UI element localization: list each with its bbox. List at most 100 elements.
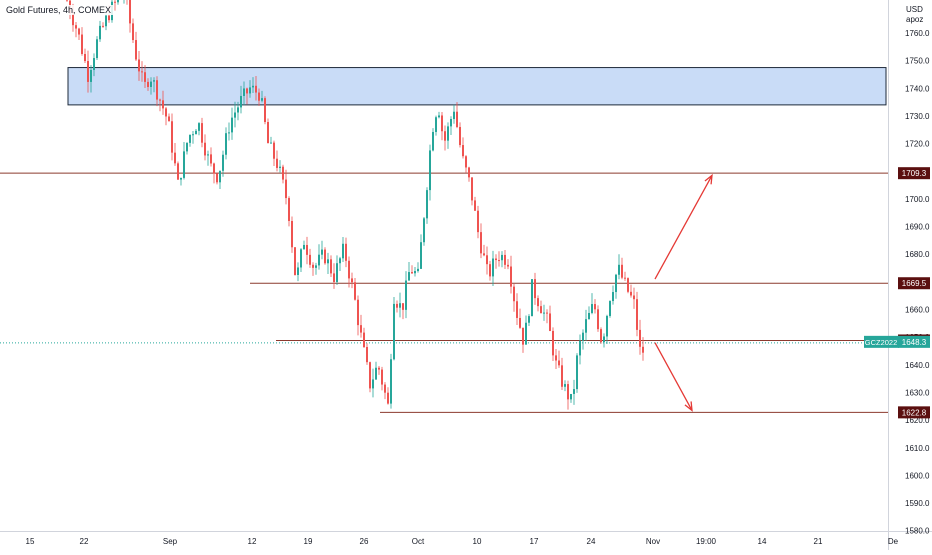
candle-body — [345, 243, 347, 261]
candle-body — [540, 306, 542, 314]
candle-down — [159, 98, 161, 112]
candle-body — [231, 117, 233, 133]
candle-up — [222, 150, 224, 177]
candle-body — [456, 111, 458, 127]
candle-body — [75, 25, 77, 29]
candle-up — [270, 136, 272, 144]
candle-down — [477, 205, 479, 239]
candle-up — [225, 127, 227, 160]
candle-body — [189, 134, 191, 143]
time-tick-label: 17 — [530, 537, 539, 546]
projection-arrow[interactable] — [654, 342, 693, 412]
candle-body — [363, 332, 365, 348]
candle-down — [285, 169, 287, 205]
candle-body — [165, 108, 167, 117]
candle-down — [132, 18, 134, 43]
candle-body — [204, 142, 206, 156]
candle-body — [174, 152, 176, 164]
candle-up — [618, 254, 620, 280]
candle-down — [75, 22, 77, 38]
candle-down — [483, 244, 485, 257]
candle-up — [150, 77, 152, 95]
candle-body — [351, 278, 353, 283]
candle-down — [516, 293, 518, 325]
candle-up — [219, 170, 221, 189]
candle-up — [564, 380, 566, 392]
candle-down — [504, 249, 506, 270]
candle-up — [405, 271, 407, 319]
projection-arrow[interactable] — [654, 173, 713, 280]
candle-body — [399, 303, 401, 308]
candle-up — [408, 261, 410, 281]
candle-body — [516, 301, 518, 318]
candle-up — [543, 304, 545, 321]
candle-down — [135, 31, 137, 61]
candle-body — [510, 266, 512, 287]
arrow-shaft — [654, 342, 693, 411]
candle-down — [546, 309, 548, 324]
candle-body — [408, 272, 410, 281]
candle-up — [603, 333, 605, 348]
candle-down — [177, 161, 179, 181]
candle-down — [66, 0, 68, 2]
candle-body — [507, 264, 509, 267]
candle-body — [375, 367, 377, 380]
candle-body — [411, 272, 413, 274]
candle-up — [297, 262, 299, 282]
candle-body — [273, 142, 275, 159]
candle-down — [84, 48, 86, 63]
candle-body — [171, 121, 173, 153]
candle-body — [81, 34, 83, 54]
candle-body — [582, 332, 584, 341]
price-tick-label: 1660.0 — [905, 306, 930, 315]
price-tag-bg — [898, 167, 930, 180]
candle-down — [462, 137, 464, 159]
candle-body — [360, 325, 362, 333]
candle-body — [285, 179, 287, 199]
candle-body — [261, 98, 263, 101]
symbol-title[interactable]: Gold Futures, 4h, COMEX — [4, 5, 114, 15]
candle-down — [267, 118, 269, 144]
candle-body — [147, 81, 149, 87]
price-tag-label: 1622.8 — [902, 408, 927, 417]
candle-down — [441, 112, 443, 141]
candle-down — [402, 303, 404, 320]
candle-body — [450, 119, 452, 127]
candle-down — [549, 305, 551, 332]
time-tick-label: 19 — [304, 537, 313, 546]
resistance-zone[interactable] — [67, 67, 887, 106]
price-tick-label: 1610.0 — [905, 444, 930, 453]
candle-body — [570, 393, 572, 400]
candle-up — [393, 297, 395, 361]
candle-body — [477, 210, 479, 233]
candle-body — [555, 355, 557, 361]
candle-up — [234, 101, 236, 128]
candle-body — [219, 170, 221, 183]
candle-down — [330, 255, 332, 277]
candle-body — [342, 243, 344, 259]
candle-body — [567, 384, 569, 400]
candle-up — [531, 278, 533, 317]
candle-up — [582, 329, 584, 350]
candle-down — [636, 291, 638, 337]
candle-up — [492, 250, 494, 286]
candle-body — [114, 1, 116, 3]
candle-up — [447, 122, 449, 149]
candle-down — [357, 295, 359, 336]
candle-body — [636, 299, 638, 330]
currency-menu[interactable]: USD apoz — [906, 5, 923, 25]
candle-body — [246, 88, 248, 94]
time-tick-label: De — [888, 537, 899, 546]
candle-body — [612, 292, 614, 302]
candle-down — [246, 87, 248, 105]
candle-body — [195, 130, 197, 135]
candle-body — [378, 367, 380, 370]
candle-down — [147, 78, 149, 91]
candle-body — [252, 85, 254, 88]
candle-body — [138, 59, 140, 72]
last-price-tag: GCZ2022 1648.3 — [864, 335, 930, 348]
candle-body — [486, 255, 488, 265]
price-tag-label: 1709.3 — [902, 169, 927, 178]
